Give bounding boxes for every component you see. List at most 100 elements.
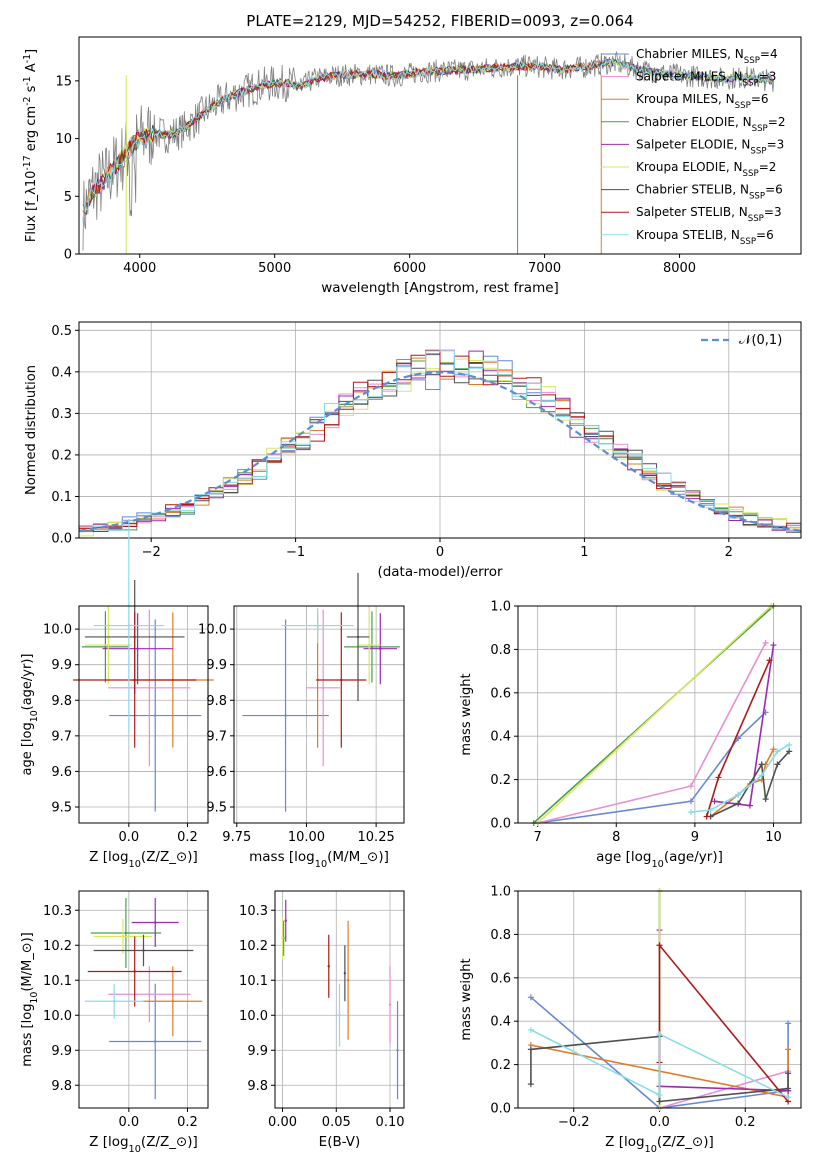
legend-entry: Chabrier MILES, NSSP=4 [636,47,778,66]
x-axis-label: (data-model)/error [377,564,503,580]
data-point [321,686,325,690]
weight-marker [656,942,663,949]
weight-marker [703,813,710,820]
weight-marker [762,639,769,646]
y-tick-label: 9.8 [206,694,227,709]
y-tick-label: 0 [64,248,72,263]
weight-marker [735,800,742,807]
y-tick-label: 15 [55,74,72,89]
weight-marker [774,761,781,768]
data-point [370,645,374,649]
model-spectrum-line [82,60,602,219]
y-tick-label: 10.2 [43,939,72,954]
x-tick-label: 8000 [663,261,696,276]
y-tick-label: 0.4 [490,1015,511,1030]
y-axis-label: mass weight [459,958,474,1040]
x-tick-label: 0.2 [177,830,198,845]
weight-line [537,711,767,824]
data-point [127,624,131,627]
x-tick-label: 0.2 [177,1115,198,1130]
x-tick-label: −1 [286,545,305,560]
y-tick-label: 9.8 [51,1079,72,1094]
weight-marker [766,657,773,664]
legend-entry: Kroupa ELODIE, NSSP=2 [636,160,776,179]
weight-marker [758,772,765,779]
axes-frame [517,605,802,824]
weight-marker [687,783,694,790]
model-spectrum-line [82,58,774,216]
data-point [154,1040,157,1043]
massweight-vs-Z-panel: −0.2 0.0 0.2 0.0 0.2 0.4 0.6 0.8 1.0 Z [log10(Z/Z… [459,885,802,1155]
weight-line [658,930,789,1110]
massweight-vs-age-panel: 7 8 9 10 0.0 0.2 0.4 0.6 0.8 1.0 age [log10(age/yr… [459,600,802,870]
residual-histogram [79,349,801,532]
axes-frame [78,605,209,824]
weight-marker [758,761,765,768]
weight-marker [656,1031,663,1038]
x-tick-label: 8 [612,830,620,845]
x-tick-label: 9 [691,830,699,845]
weight-line [658,943,789,1103]
x-tick-label: 0.00 [268,1115,297,1130]
y-tick-label: 1.0 [490,885,511,900]
weight-line [690,744,790,813]
y-axis-label: Normed distribution [24,365,39,495]
y-tick-label: 10.0 [239,1009,268,1024]
legend-entry: Salpeter MILES, NSSP=3 [636,70,776,89]
y-tick-label: 9.7 [206,729,227,744]
weight-marker [770,642,777,649]
spectrum-panel: 4000 5000 6000 7000 8000 0 5 10 15 wavelength [An… [22,36,802,296]
axes-frame [274,890,405,1109]
y-tick-label: 9.9 [51,1044,72,1059]
x-tick-label: 4000 [123,261,156,276]
legend-entry: 𝒩(0,1) [739,333,782,348]
y-tick-label: 0.2 [490,773,511,788]
y-tick-label: 10.2 [239,939,268,954]
data-point [281,937,284,940]
weight-line [530,1029,789,1098]
x-tick-label: 0.0 [118,830,139,845]
axes-frame [78,321,802,539]
data-point [133,678,136,682]
y-tick-label: 9.6 [51,765,72,780]
y-tick-label: 10.0 [43,623,72,638]
weight-marker [527,1046,534,1053]
weight-line [537,642,767,824]
weight-line [537,605,772,824]
x-axis-label: wavelength [Angstrom, rest frame] [321,280,559,296]
y-tick-label: 10.1 [239,974,268,989]
x-tick-label: 9.75 [222,830,251,845]
weight-marker [785,1070,792,1077]
data-point [340,678,343,682]
y-tick-label: 0.6 [490,686,511,701]
data-point [379,647,382,650]
x-tick-label: 1 [580,545,588,560]
legend-entry: Kroupa STELIB, NSSP=6 [636,228,774,247]
y-tick-label: 10 [55,132,72,147]
data-point [343,972,347,975]
axes-frame [78,890,209,1109]
data-point [338,1014,341,1017]
axes-frame [233,605,405,824]
x-tick-label: −0.2 [558,1115,590,1130]
weight-marker [785,1094,792,1101]
x-tick-label: 10.25 [358,830,395,845]
data-point [104,645,107,649]
y-axis-label: mass weight [459,673,474,755]
weight-line [710,750,790,818]
weight-marker [746,802,753,809]
x-axis-label: Z [log10(Z/Z_⊙)] [605,1134,714,1155]
x-tick-label: 6000 [393,261,426,276]
data-point [154,921,157,924]
y-tick-label: 0.8 [490,928,511,943]
y-tick-label: 0.1 [51,490,72,505]
x-tick-label: 0.10 [376,1115,405,1130]
y-tick-label: 10.3 [43,904,72,919]
data-point [171,1000,175,1003]
data-point [112,1000,116,1003]
y-tick-label: 0.2 [51,448,72,463]
mass-vs-ebv-panel: 0.00 0.05 0.10 9.8 9.9 10.0 10.1 10.2 10.3 E(B-V) [239,890,405,1150]
y-tick-label: 9.6 [206,765,227,780]
weight-marker [786,741,793,748]
